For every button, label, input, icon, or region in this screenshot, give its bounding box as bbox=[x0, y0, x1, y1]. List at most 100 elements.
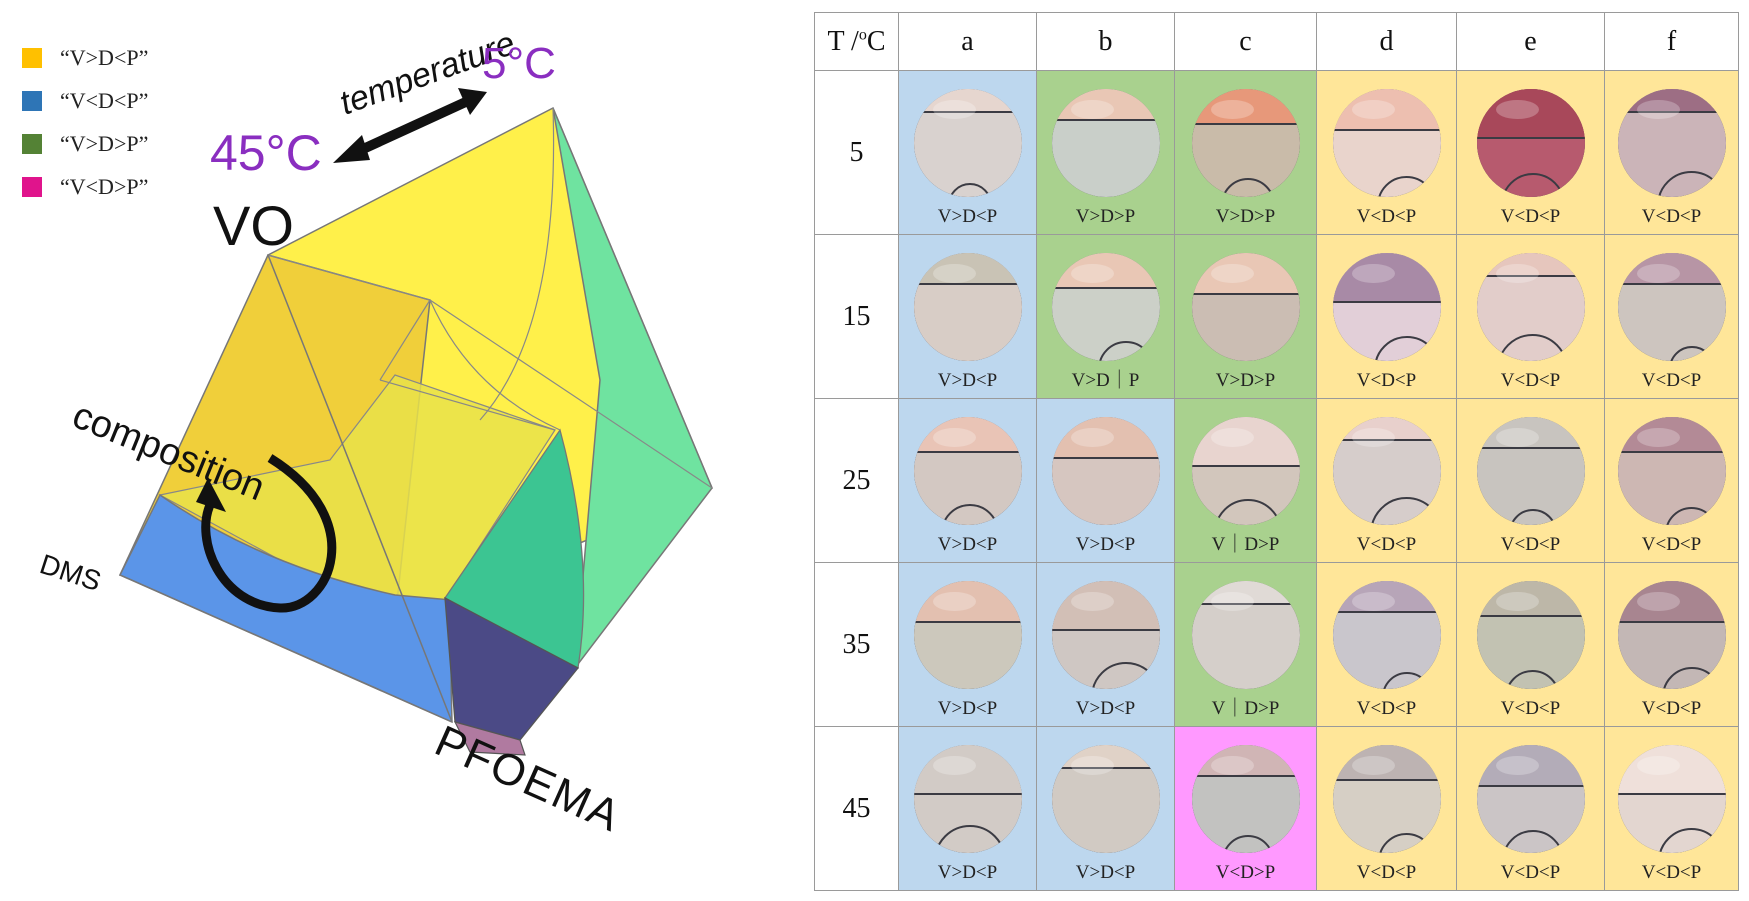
edge-curve bbox=[429, 299, 561, 431]
purple-corner bbox=[453, 721, 526, 756]
temperature-cell: 35 bbox=[814, 562, 899, 727]
droplet-cell: V>D<P bbox=[898, 70, 1037, 235]
droplet-image bbox=[1617, 89, 1726, 197]
phase-label: V>D<P bbox=[937, 698, 998, 719]
droplet-cell: V<D<P bbox=[1316, 562, 1457, 727]
phase-label: V<D<P bbox=[1500, 698, 1561, 719]
droplet-cell: V>D<P bbox=[1036, 562, 1175, 727]
temperature-arrowhead-left bbox=[333, 135, 370, 163]
droplet-image bbox=[913, 745, 1022, 853]
droplet-image bbox=[1051, 253, 1160, 361]
droplet-image bbox=[1617, 745, 1726, 853]
phase-label: V>D<P bbox=[937, 534, 998, 555]
phase-label: V<D<P bbox=[1356, 206, 1417, 227]
vertex-pfoema-label: PFOEMA bbox=[428, 716, 629, 841]
phase-label: V<D<P bbox=[1500, 206, 1561, 227]
phase-label: V<D<P bbox=[1500, 370, 1561, 391]
droplet-cell: V<D<P bbox=[1456, 234, 1605, 399]
droplet-cell: V｜D>P bbox=[1174, 398, 1317, 563]
phase-label: V>D<P bbox=[937, 206, 998, 227]
droplet-cell: V>D<P bbox=[898, 398, 1037, 563]
droplet-cell: V<D<P bbox=[1316, 726, 1457, 891]
corner-header: T /oC bbox=[814, 12, 899, 71]
column-header: b bbox=[1036, 12, 1175, 71]
droplet-cell: V>D<P bbox=[898, 234, 1037, 399]
droplet-cell: V<D<P bbox=[1316, 70, 1457, 235]
droplet-cell: V<D<P bbox=[1604, 398, 1739, 563]
legend-label: “V>D<P” bbox=[60, 45, 149, 70]
legend-swatch bbox=[22, 177, 42, 197]
droplet-image bbox=[1191, 89, 1300, 197]
droplet-image bbox=[1191, 745, 1300, 853]
edge-line bbox=[267, 254, 453, 723]
temperature-arrowhead-right bbox=[458, 88, 487, 115]
legend-swatch bbox=[22, 91, 42, 111]
droplet-image bbox=[1051, 89, 1160, 197]
droplet-cell: V>D<P bbox=[898, 562, 1037, 727]
droplet-cell: V｜D>P bbox=[1174, 562, 1317, 727]
droplet-image bbox=[1191, 253, 1300, 361]
temp-high-label: 45°C bbox=[210, 125, 322, 181]
phase-label: V<D<P bbox=[1500, 534, 1561, 555]
composition-arrowhead bbox=[196, 478, 226, 512]
phase-label: V<D<P bbox=[1641, 206, 1702, 227]
phase-label: V>D<P bbox=[1075, 534, 1136, 555]
table-row: 45 V>D<P V>D<P V<D>P V<D<P V<D<P V<D<P bbox=[814, 726, 1739, 891]
droplet-cell: V>D>P bbox=[1174, 234, 1317, 399]
droplet-image bbox=[913, 89, 1022, 197]
phase-label: V<D<P bbox=[1356, 534, 1417, 555]
droplet-image bbox=[1476, 745, 1585, 853]
table-row: 5 V>D<P V>D>P V>D>P V<D<P V<D<P V<D<P bbox=[814, 70, 1739, 235]
phase-label: V<D>P bbox=[1215, 862, 1276, 883]
phase-label: V｜D>P bbox=[1211, 698, 1280, 719]
droplet-image bbox=[1476, 89, 1585, 197]
edge-line bbox=[267, 254, 431, 301]
phase-label: V>D<P bbox=[937, 370, 998, 391]
phase-label: V<D<P bbox=[1500, 862, 1561, 883]
droplet-image bbox=[1476, 581, 1585, 689]
table-row: 15 V>D<P V>D｜P V>D>P V<D<P V<D<P V<D<P bbox=[814, 234, 1739, 399]
legend-label: “V>D>P” bbox=[60, 131, 149, 156]
temp-low-label: 5°C bbox=[482, 39, 556, 88]
table-row: 35 V>D<P V>D<P V｜D>P V<D<P V<D<P V<D<P bbox=[814, 562, 1739, 727]
droplet-cell: V<D<P bbox=[1604, 234, 1739, 399]
droplet-image bbox=[1191, 417, 1300, 525]
droplet-cell: V<D<P bbox=[1456, 398, 1605, 563]
phase-label: V<D<P bbox=[1641, 534, 1702, 555]
droplet-cell: V>D<P bbox=[1036, 726, 1175, 891]
droplet-table: T /oC a b c d e f 5 V>D<P V>D>P V>D>P V<D<P V… bbox=[814, 12, 1739, 891]
droplet-cell: V<D<P bbox=[1316, 234, 1457, 399]
phase-label: V<D<P bbox=[1641, 370, 1702, 391]
droplet-image bbox=[1051, 417, 1160, 525]
teal-region bbox=[444, 428, 585, 669]
column-header: a bbox=[898, 12, 1037, 71]
droplet-cell: V<D>P bbox=[1174, 726, 1317, 891]
droplet-cell: V<D<P bbox=[1316, 398, 1457, 563]
droplet-image bbox=[1332, 581, 1441, 689]
phase-label: V<D<P bbox=[1356, 862, 1417, 883]
legend-swatch bbox=[22, 134, 42, 154]
droplet-image bbox=[913, 417, 1022, 525]
droplet-image bbox=[1476, 253, 1585, 361]
droplet-image bbox=[1617, 417, 1726, 525]
vertex-vo-label: VO bbox=[213, 194, 294, 257]
droplet-image bbox=[1332, 417, 1441, 525]
legend-label: “V<D<P” bbox=[60, 88, 149, 113]
phase-label: V<D<P bbox=[1641, 862, 1702, 883]
droplet-image bbox=[913, 581, 1022, 689]
vertex-dms-label: DMS bbox=[36, 548, 105, 597]
phase-label: V<D<P bbox=[1356, 370, 1417, 391]
composition-arrow bbox=[201, 454, 337, 613]
column-header: e bbox=[1456, 12, 1605, 71]
droplet-cell: V>D>P bbox=[1174, 70, 1317, 235]
droplet-cell: V>D>P bbox=[1036, 70, 1175, 235]
phase-diagram: temperature 5°C 45°C VO DMS PFOEMA compo… bbox=[36, 24, 713, 842]
temperature-cell: 15 bbox=[814, 234, 899, 399]
legend-swatch bbox=[22, 48, 42, 68]
phase-label: V>D>P bbox=[1215, 370, 1276, 391]
droplet-image bbox=[1332, 253, 1441, 361]
edge-line bbox=[379, 299, 431, 381]
edge-line bbox=[379, 379, 556, 431]
temperature-cell: 25 bbox=[814, 398, 899, 563]
table-row: 25 V>D<P V>D<P V｜D>P V<D<P V<D<P V<D<P bbox=[814, 398, 1739, 563]
